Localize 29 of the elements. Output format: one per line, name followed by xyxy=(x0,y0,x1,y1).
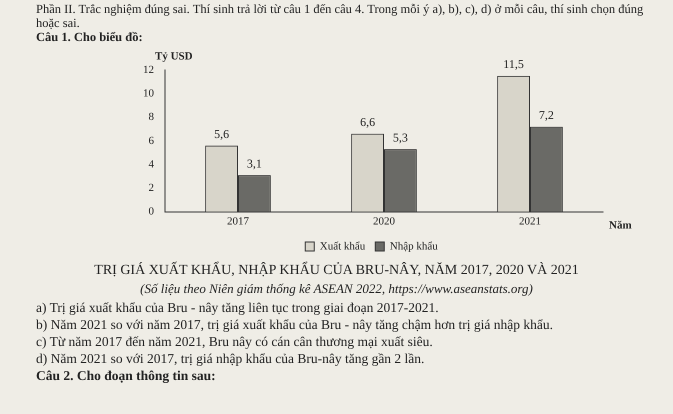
x-axis-title: Năm xyxy=(609,220,632,232)
text: (Số liệu theo Niên giám thống kê ASEAN 2022, https://www.aseanstats.org) xyxy=(139,281,534,297)
text: d) Năm 2021 so với 2017, trị giá nhập khẩu của Bru-nây tăng gần 2 lần. xyxy=(36,350,426,367)
x-tick-label: 2020 xyxy=(373,215,396,228)
y-tick-label: 8 xyxy=(148,111,154,124)
y-tick-label: 12 xyxy=(143,64,154,76)
x-tick-label: 2021 xyxy=(519,215,541,228)
x-tick-label: 2017 xyxy=(227,215,250,228)
y-axis-title: Tỷ USD xyxy=(155,50,193,62)
text: Câu 1. Cho biểu đồ: xyxy=(36,30,144,44)
text: c) Từ năm 2017 đến năm 2021, Bru nây có cán cân thương mại xuất siêu. xyxy=(36,333,434,350)
text: Câu 2. Cho đoạn thông tin sau: xyxy=(36,367,217,384)
data-label: 11,5 xyxy=(503,57,524,72)
y-tick-label: 4 xyxy=(148,158,154,170)
data-label: 3,1 xyxy=(246,156,262,170)
y-tick-label: 0 xyxy=(148,206,154,218)
legend-label: Nhập khẩu xyxy=(390,240,438,252)
data-label: 6,6 xyxy=(360,114,376,129)
text: Phần II. Trắc nghiệm đúng sai. Thí sinh trả lời từ câu 1 đến câu 4. Trong mỗi ý a), b), c), d) ở mỗi câu, thí sinh chọn đúng hoặc sai. xyxy=(36,2,644,30)
y-tick-label: 6 xyxy=(148,134,154,147)
data-label: 5,3 xyxy=(392,130,408,144)
data-label: 7,2 xyxy=(538,108,554,122)
y-tick-label: 10 xyxy=(143,88,154,100)
data-label: 5,6 xyxy=(214,126,230,141)
text: a) Trị giá xuất khẩu của Bru - nây tăng liên tục trong giai đoạn 2017-2021. xyxy=(36,299,440,316)
legend-label: Xuất khẩu xyxy=(320,240,366,252)
y-tick-label: 2 xyxy=(148,182,154,194)
text: b) Năm 2021 so với năm 2017, trị giá xuất khẩu của Bru - nây tăng chậm hơn trị giá nhập khẩu. xyxy=(36,316,554,333)
text: TRỊ GIÁ XUẤT KHẨU, NHẬP KHẨU CỦA BRU-NÂY, NĂM 2017, 2020 VÀ 2021 xyxy=(93,263,580,279)
